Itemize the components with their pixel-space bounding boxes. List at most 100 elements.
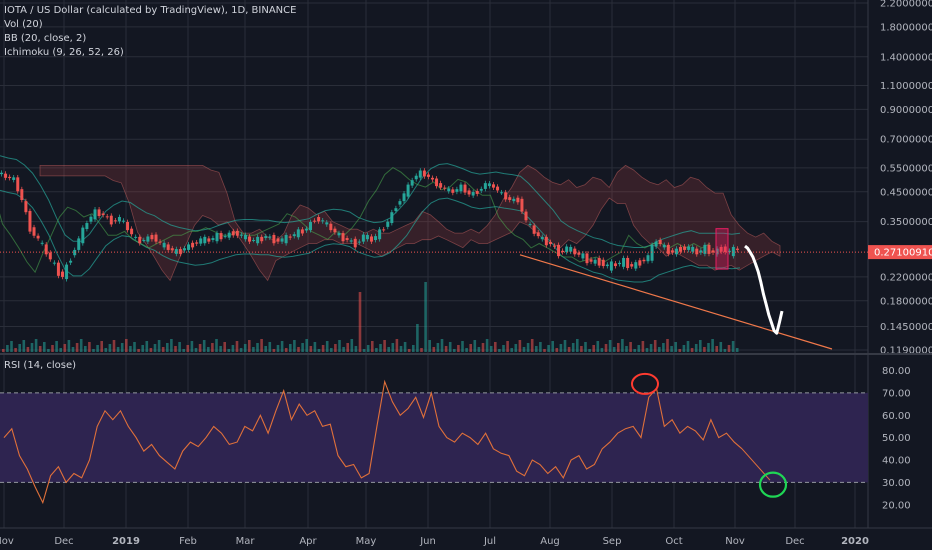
volume-bar (26, 347, 30, 352)
candle-body (284, 234, 288, 244)
volume-bar (79, 339, 83, 352)
candle-body (735, 248, 739, 250)
candle-body (414, 175, 418, 180)
red-circle-annotation (631, 372, 659, 395)
volume-bar (2, 349, 5, 352)
candle-body (402, 193, 406, 202)
candle-body (182, 248, 186, 251)
volume-bar (301, 343, 304, 352)
candle-body (276, 238, 280, 242)
candle-body (418, 170, 422, 178)
rsi-y-tick-label: 80.00 (882, 366, 911, 377)
candle-body (605, 264, 609, 267)
candle-body (195, 242, 199, 244)
volume-bar (666, 339, 669, 352)
volume-bar (334, 344, 337, 352)
candle-body (715, 248, 719, 255)
chart-title: IOTA / US Dollar (calculated by TradingV… (4, 5, 297, 16)
volume-bar (658, 347, 661, 352)
volume-bar (440, 339, 444, 352)
volume-bar (678, 349, 682, 352)
volume-bar (723, 349, 727, 352)
vol-indicator-label[interactable]: Vol (20) (4, 19, 43, 30)
candle-body (203, 236, 207, 244)
candle-body (650, 244, 654, 261)
candle-body (504, 192, 508, 200)
candle-body (691, 246, 695, 252)
volume-bar (600, 348, 604, 352)
volume-bar (448, 342, 452, 352)
volume-bar (711, 339, 714, 352)
candle-body (219, 233, 223, 240)
bb-lower-band (0, 189, 741, 283)
candle-body (40, 242, 44, 244)
volume-bar (379, 344, 382, 352)
candle-body (483, 183, 487, 189)
candle-body (105, 216, 109, 218)
volume-bar (276, 345, 280, 352)
candle-body (85, 223, 89, 230)
volume-bar (506, 341, 509, 352)
volume-bar (30, 343, 34, 352)
candle-body (630, 264, 634, 267)
ichimoku-indicator-label[interactable]: Ichimoku (9, 26, 52, 26) (4, 47, 124, 58)
candle-body (300, 229, 304, 234)
candle-body (89, 216, 93, 222)
candle-body (634, 262, 638, 269)
candle-body (609, 261, 613, 271)
volume-bar (18, 344, 21, 352)
volume-bar (330, 348, 333, 352)
volume-bar (641, 341, 645, 352)
volume-bar (88, 342, 91, 352)
volume-bar (494, 342, 497, 352)
volume-bar (141, 345, 144, 352)
volume-bar (469, 344, 472, 352)
volume-bar (120, 343, 124, 352)
candle-body (12, 177, 16, 180)
rsi-y-tick-label: 30.00 (882, 478, 911, 489)
volume-bar (481, 343, 485, 352)
volume-bar (153, 344, 157, 352)
candle-body (638, 260, 642, 266)
candle-body (666, 244, 670, 254)
volume-bar (522, 347, 526, 352)
volume-bar (75, 343, 79, 352)
y-tick-label: 2.20000000 (880, 0, 932, 10)
volume-bar (555, 348, 559, 352)
rsi-y-tick-label: 20.00 (882, 500, 911, 511)
volume-bar (465, 348, 468, 352)
bb-indicator-label[interactable]: BB (20, close, 2) (4, 33, 87, 44)
bb-upper-band (0, 155, 741, 248)
volume-bar (325, 341, 329, 352)
candle-body (357, 241, 361, 243)
x-tick-label: Sep (603, 536, 622, 547)
volume-bar (637, 345, 641, 352)
candle-body (719, 246, 723, 252)
candle-body (528, 224, 532, 226)
candle-body (207, 238, 211, 242)
x-tick-label: Oct (665, 536, 682, 547)
volume-bar (174, 346, 177, 352)
candle-body (646, 255, 650, 262)
last-price-label: 0.27100910 (874, 248, 932, 259)
rsi-title[interactable]: RSI (14, close) (4, 360, 77, 371)
volume-bar (211, 343, 214, 352)
volume-bar (551, 341, 554, 352)
volume-bar (190, 341, 194, 352)
candle-body (288, 236, 292, 238)
volume-bar (703, 347, 706, 352)
volume-bar (653, 340, 657, 352)
candle-body (406, 184, 410, 197)
volume-bar (735, 348, 739, 352)
volume-bar (416, 324, 419, 352)
candle-body (727, 250, 731, 253)
volume-bar (38, 346, 42, 352)
volume-bar (362, 349, 366, 352)
candle-body (463, 184, 467, 193)
volume-bar (436, 343, 440, 352)
candle-body (158, 241, 162, 243)
volume-bar (383, 340, 386, 352)
y-tick-label: 1.80000000 (880, 22, 932, 33)
volume-bar (182, 349, 185, 352)
